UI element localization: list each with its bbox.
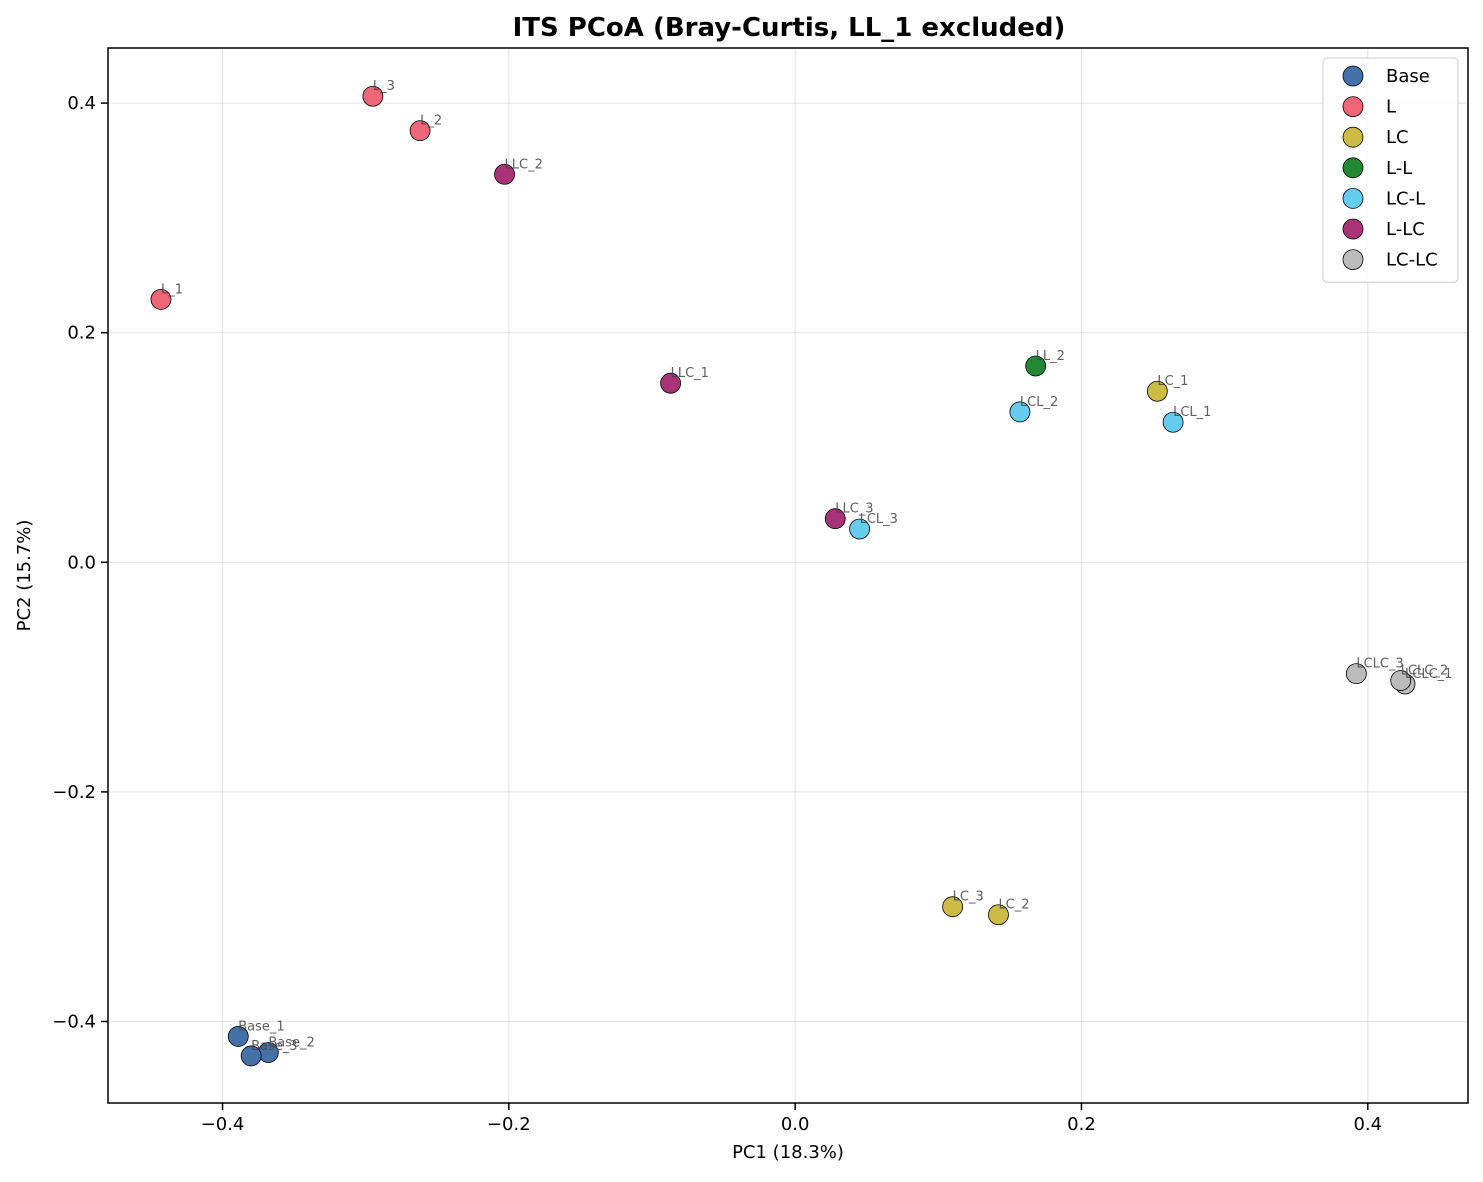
point-label: Base_3 [251, 1039, 297, 1054]
data-point [1345, 663, 1367, 685]
point-label: Base_1 [238, 1019, 284, 1034]
legend-label: LC-LC [1386, 250, 1438, 271]
y-tick-label: −0.4 [52, 1011, 96, 1032]
data-point [1025, 355, 1047, 377]
data-point [150, 289, 172, 310]
data-point [1146, 380, 1168, 402]
legend: Base L LC L-L LC-L L-LC LC-LC [1322, 57, 1459, 283]
point-label: L_1 [161, 282, 183, 297]
point-label: LCL_1 [1173, 405, 1211, 420]
point-label: LC_3 [953, 890, 984, 905]
point-label: LLC_2 [505, 157, 543, 172]
y-tick-label: 0.0 [67, 552, 96, 573]
x-tick-label: 0.0 [781, 1114, 810, 1135]
data-points [150, 85, 1416, 1067]
point-label: LC_2 [998, 898, 1029, 913]
x-axis-label: PC1 (18.3%) [732, 1142, 844, 1163]
point-label: LLC_3 [835, 502, 873, 517]
point-label: LLC_1 [671, 366, 709, 381]
data-point [227, 1026, 249, 1047]
data-point [494, 163, 515, 185]
x-tick-label: −0.4 [201, 1114, 245, 1135]
point-label: L_3 [373, 79, 395, 94]
legend-label: L [1386, 97, 1396, 118]
legend-marker [1342, 157, 1364, 179]
data-point [824, 508, 846, 530]
data-point [240, 1045, 262, 1067]
legend-marker [1342, 218, 1364, 240]
point-label: LC_1 [1157, 374, 1188, 389]
point-label: LCL_2 [1020, 395, 1058, 410]
y-tick-label: 0.2 [67, 323, 96, 344]
point-label: LCL_3 [860, 512, 898, 527]
data-point [1162, 411, 1184, 433]
point-label: LCLC_2 [1401, 664, 1448, 679]
legend-label: Base [1386, 66, 1430, 87]
point-label: LCLC_1 [1405, 667, 1452, 682]
data-point [942, 896, 964, 918]
data-point [409, 120, 431, 142]
chart-title: ITS PCoA (Bray-Curtis, LL_1 excluded) [513, 13, 1066, 43]
data-point [988, 904, 1009, 926]
legend-label: LC-L [1386, 188, 1425, 209]
legend-marker [1342, 65, 1364, 87]
y-axis-label: PC2 (15.7%) [14, 520, 35, 632]
x-tick-label: 0.4 [1353, 1114, 1382, 1135]
y-tick-label: 0.4 [67, 93, 96, 114]
plot-frame [107, 47, 1469, 1104]
x-tick-label: 0.2 [1067, 1114, 1096, 1135]
data-point [660, 372, 682, 394]
data-point [1390, 670, 1412, 691]
data-point [1009, 401, 1031, 423]
axis-ticks: −0.4 −0.2 0.0 0.2 0.4 −0.4 −0.2 0.0 0.2 0.4 [52, 93, 1382, 1135]
legend-label: L-L [1386, 158, 1412, 179]
legend-marker [1342, 96, 1364, 117]
legend-marker [1342, 126, 1364, 148]
data-point [362, 85, 384, 107]
legend-marker [1342, 249, 1364, 271]
point-label: L_2 [420, 114, 442, 129]
legend-label: L-LC [1386, 219, 1425, 240]
x-tick-label: −0.2 [487, 1114, 531, 1135]
data-point [849, 518, 870, 540]
legend-label: LC [1386, 127, 1409, 148]
legend-marker [1342, 187, 1364, 209]
point-label: LL_2 [1036, 349, 1065, 364]
point-label: LCLC_3 [1356, 657, 1403, 672]
y-tick-label: −0.2 [52, 782, 96, 803]
point-label: Base_2 [268, 1035, 314, 1050]
grid [108, 48, 1468, 1103]
